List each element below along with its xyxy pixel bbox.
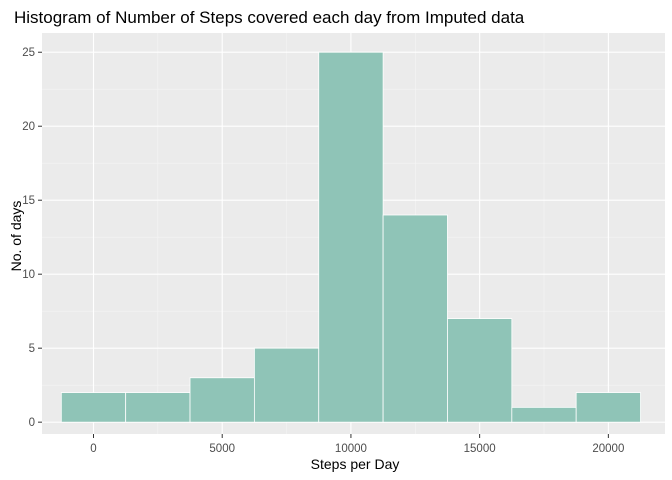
x-axis-title: Steps per Day [311,456,400,472]
y-tick-label: 5 [29,343,35,355]
x-tick-label: 10000 [335,443,367,455]
histogram-bar [318,51,384,423]
y-axis-title: No. of days [8,201,24,272]
x-tick-label: 0 [90,443,96,455]
histogram-bar [382,214,448,423]
plot-area [42,33,665,434]
y-tick-label: 10 [22,269,35,281]
x-axis: 0 5000 10000 15000 20000 [90,434,624,455]
y-tick-label: 0 [29,417,35,429]
chart-title: Histogram of Number of Steps covered eac… [14,8,525,27]
y-tick-label: 25 [22,47,35,59]
histogram-bar [511,406,577,423]
x-tick-label: 20000 [592,443,624,455]
y-axis: 0 5 10 15 20 25 [22,47,42,429]
y-tick-label: 15 [22,195,35,207]
x-tick-label: 15000 [464,443,496,455]
histogram-bar [575,392,641,423]
histogram-bar [60,392,127,423]
x-tick-label: 5000 [209,443,235,455]
histogram-bar [447,318,513,423]
y-tick-label: 20 [22,121,35,133]
histogram-bar [253,347,320,423]
histogram-bar [125,392,191,423]
histogram-bar [189,377,255,423]
